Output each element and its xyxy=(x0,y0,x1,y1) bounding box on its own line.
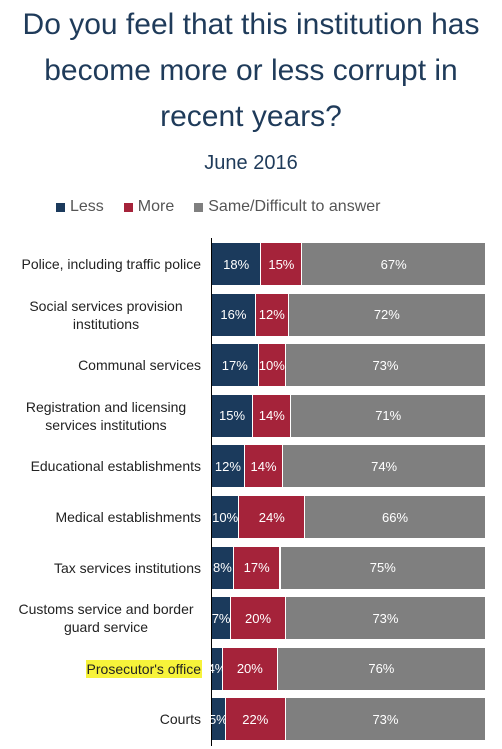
category-text: Communal services xyxy=(78,357,201,374)
legend-swatch xyxy=(194,202,204,212)
category-text: Registration and licensing services inst… xyxy=(25,398,187,433)
value-label: 15% xyxy=(219,408,246,424)
bar-segment: 74% xyxy=(283,445,486,488)
bar-segment: 76% xyxy=(277,647,486,690)
bar-segment: 8% xyxy=(212,546,234,589)
bar-segment: 20% xyxy=(222,647,278,690)
bar-segment: 10% xyxy=(258,344,286,387)
legend-item: Same/Difficult to answer xyxy=(194,198,380,216)
value-label: 16% xyxy=(220,307,247,323)
value-label: 8% xyxy=(213,560,232,576)
value-label: 17% xyxy=(221,357,248,373)
bar-segment: 24% xyxy=(239,496,306,538)
bar-segment: 73% xyxy=(285,597,486,640)
legend-swatch xyxy=(123,202,133,212)
bar-segment: 15% xyxy=(212,394,254,437)
bar-segment: 17% xyxy=(233,546,281,589)
bar-segment: 67% xyxy=(302,243,486,285)
category-label: Tax services institutions xyxy=(4,559,202,577)
bar-segment: 72% xyxy=(288,293,486,336)
value-label: 74% xyxy=(371,458,398,474)
bar-segment: 71% xyxy=(291,394,486,437)
category-label: Social services provision institutions xyxy=(4,297,202,333)
value-label: 75% xyxy=(369,560,396,576)
value-label: 20% xyxy=(236,661,263,677)
legend-swatch xyxy=(56,202,65,212)
category-text: Prosecutor's office xyxy=(85,659,202,678)
value-label: 66% xyxy=(382,509,409,525)
bar-segment: 17% xyxy=(212,344,259,387)
category-label: Courts xyxy=(4,710,202,728)
bar-segment: 12% xyxy=(255,293,289,336)
legend-label: Less xyxy=(70,198,104,215)
value-label: 76% xyxy=(368,661,395,677)
category-label: Communal services xyxy=(4,356,202,374)
value-label: 20% xyxy=(245,610,272,626)
value-label: 73% xyxy=(372,357,399,373)
value-label: 7% xyxy=(211,610,231,626)
value-label: 67% xyxy=(380,256,407,272)
bar-segment: 14% xyxy=(253,394,292,437)
value-label: 10% xyxy=(212,509,239,525)
value-label: 72% xyxy=(373,307,400,323)
category-text: Social services provision institutions xyxy=(29,297,183,332)
value-label: 71% xyxy=(375,408,402,424)
bar-segment: 12% xyxy=(212,445,245,488)
legend-label: Same/Difficult to answer xyxy=(208,198,381,215)
bar-segment: 14% xyxy=(244,445,284,488)
value-label: 24% xyxy=(258,509,285,525)
bar-segment: 15% xyxy=(261,243,303,285)
value-label: 73% xyxy=(372,610,399,626)
axis-line xyxy=(211,238,212,746)
category-label: Police, including traffic police xyxy=(4,255,202,273)
category-label: Medical establishments xyxy=(4,508,202,526)
value-label: 15% xyxy=(268,256,295,272)
legend-item: Less xyxy=(56,198,104,216)
category-text: Educational establishments xyxy=(30,458,201,475)
category-text: Medical establishments xyxy=(55,509,201,525)
bar-segment: 66% xyxy=(305,496,486,538)
value-label: 10% xyxy=(258,357,285,373)
value-label: 14% xyxy=(258,408,285,424)
category-text: Customs service and border guard service xyxy=(18,601,194,636)
bar-segment: 75% xyxy=(280,546,486,589)
category-label: Customs service and border guard service xyxy=(4,600,202,636)
bar-segment: 20% xyxy=(231,597,286,640)
value-label: 22% xyxy=(242,711,269,727)
value-label: 73% xyxy=(372,711,399,727)
value-label: 12% xyxy=(214,458,241,474)
chart-subtitle: June 2016 xyxy=(204,152,298,174)
bar-segment: 7% xyxy=(211,597,232,640)
bar-segment: 22% xyxy=(225,698,286,741)
legend: Less More Same/Difficult to answer xyxy=(56,198,380,216)
bar-segment: 10% xyxy=(212,496,240,538)
value-label: 17% xyxy=(243,560,270,576)
value-label: 12% xyxy=(258,307,285,323)
category-text: Courts xyxy=(159,711,201,728)
category-label: Educational establishments xyxy=(4,457,202,475)
category-text: Tax services institutions xyxy=(53,559,201,576)
category-label: Prosecutor's office xyxy=(4,659,202,678)
value-label: 14% xyxy=(250,458,277,474)
value-label: 18% xyxy=(223,256,250,272)
legend-label: More xyxy=(137,198,175,215)
bar-segment: 73% xyxy=(285,698,486,741)
value-label: 5% xyxy=(208,711,228,727)
bar-segment: 18% xyxy=(212,243,262,285)
value-label: 4% xyxy=(207,661,227,677)
bar-segment: 5% xyxy=(208,698,228,741)
category-label: Registration and licensing services inst… xyxy=(4,398,202,434)
bar-segment: 73% xyxy=(285,344,486,387)
chart-title: Do you feel that this institution has be… xyxy=(22,8,480,133)
bar-segment: 4% xyxy=(208,647,226,690)
legend-item: More xyxy=(123,198,175,216)
bar-segment: 16% xyxy=(212,293,256,336)
category-text: Police, including traffic police xyxy=(21,256,201,272)
